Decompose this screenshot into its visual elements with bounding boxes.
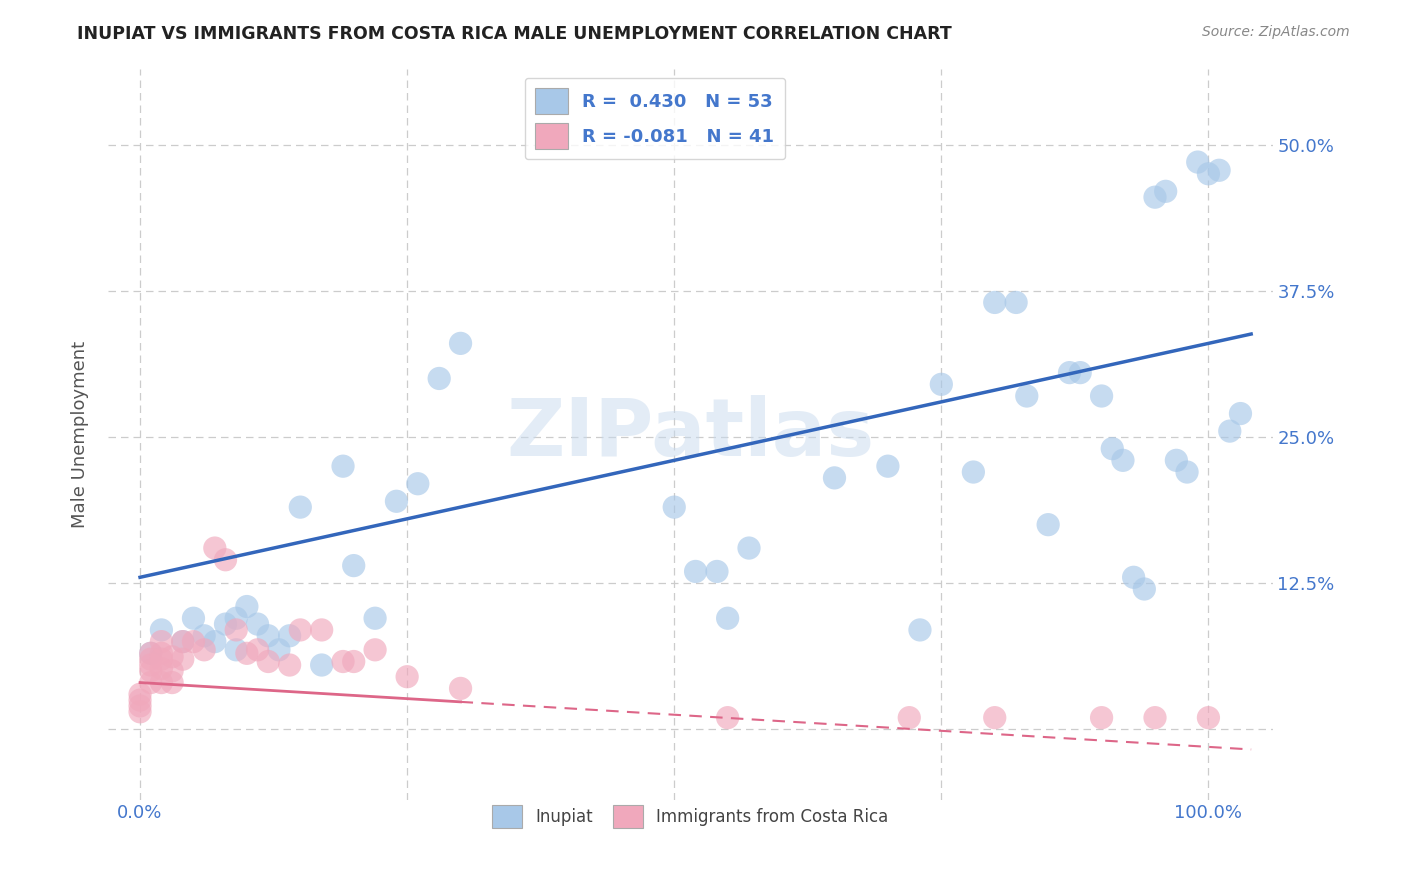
Point [150,623,173,637]
Point [1090,711,1112,725]
Point [150,646,173,660]
Point [1229,407,1251,421]
Point [1219,424,1241,438]
Point [1059,366,1081,380]
Point [267,642,290,657]
Point [1112,453,1135,467]
Point [385,494,408,508]
Point [129,705,152,719]
Point [225,642,247,657]
Point [183,634,205,648]
Point [664,500,686,515]
Point [290,500,312,515]
Point [364,642,387,657]
Point [1143,711,1166,725]
Point [257,655,280,669]
Point [1175,465,1198,479]
Point [129,693,152,707]
Point [129,698,152,713]
Point [343,558,366,573]
Point [364,611,387,625]
Point [1154,184,1177,198]
Point [246,617,269,632]
Point [172,634,194,648]
Point [396,670,419,684]
Point [717,711,740,725]
Point [139,664,162,678]
Point [225,623,247,637]
Point [1015,389,1038,403]
Point [1122,570,1144,584]
Point [236,646,259,660]
Point [172,652,194,666]
Point [332,459,354,474]
Point [139,646,162,660]
Point [150,675,173,690]
Point [1005,295,1028,310]
Point [1197,711,1219,725]
Point [706,565,728,579]
Point [225,611,247,625]
Point [278,658,301,673]
Point [1101,442,1123,456]
Point [214,553,236,567]
Point [311,623,333,637]
Point [450,336,472,351]
Y-axis label: Male Unemployment: Male Unemployment [72,341,89,527]
Legend: Inupiat, Immigrants from Costa Rica: Inupiat, Immigrants from Costa Rica [485,798,896,835]
Point [150,661,173,675]
Point [129,687,152,701]
Point [246,642,269,657]
Point [311,658,333,673]
Point [172,634,194,648]
Point [278,629,301,643]
Point [139,658,162,673]
Point [984,711,1007,725]
Point [139,652,162,666]
Point [406,476,429,491]
Point [236,599,259,614]
Text: Source: ZipAtlas.com: Source: ZipAtlas.com [1202,25,1350,39]
Point [427,371,450,385]
Point [450,681,472,696]
Point [183,611,205,625]
Point [150,652,173,666]
Point [824,471,846,485]
Point [1166,453,1188,467]
Point [139,675,162,690]
Point [1036,517,1059,532]
Point [717,611,740,625]
Text: INUPIAT VS IMMIGRANTS FROM COSTA RICA MALE UNEMPLOYMENT CORRELATION CHART: INUPIAT VS IMMIGRANTS FROM COSTA RICA MA… [77,25,952,43]
Point [685,565,707,579]
Point [257,629,280,643]
Point [898,711,921,725]
Point [1090,389,1112,403]
Point [1133,582,1156,596]
Point [193,642,215,657]
Point [738,541,761,555]
Point [962,465,984,479]
Point [290,623,312,637]
Point [343,655,366,669]
Point [984,295,1007,310]
Text: ZIPatlas: ZIPatlas [506,395,875,473]
Point [1197,167,1219,181]
Point [139,646,162,660]
Point [332,655,354,669]
Point [160,649,183,664]
Point [204,541,226,555]
Point [160,675,183,690]
Point [931,377,953,392]
Point [1069,366,1091,380]
Point [1143,190,1166,204]
Point [150,634,173,648]
Point [1187,155,1209,169]
Point [877,459,900,474]
Point [214,617,236,632]
Point [193,629,215,643]
Point [908,623,931,637]
Point [204,634,226,648]
Point [1208,163,1230,178]
Point [160,664,183,678]
